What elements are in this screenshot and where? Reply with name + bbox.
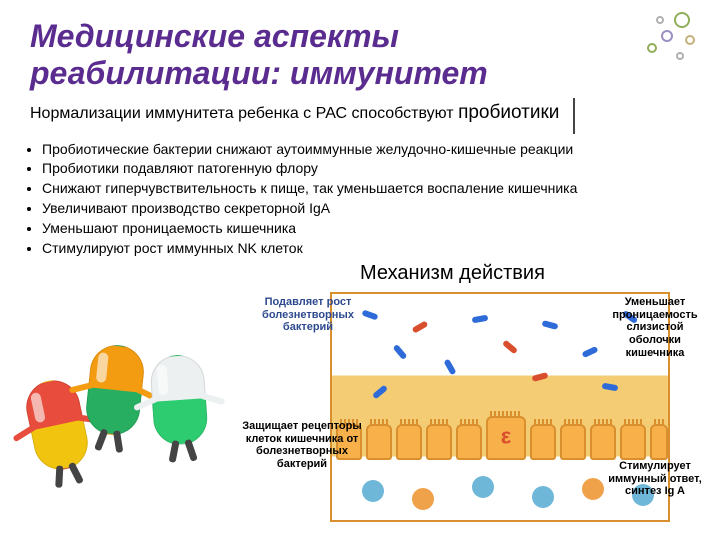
bacteria-icon (372, 385, 388, 400)
pill-icon (149, 353, 209, 447)
bacteria-icon (412, 320, 429, 333)
epithelium-row: ε (332, 430, 668, 460)
immune-cell-icon (362, 480, 384, 502)
immune-cell-icon (412, 488, 434, 510)
bacteria-icon (393, 344, 408, 360)
callout-top-left: Подавляет рост болезнетворных бактерий (248, 296, 368, 334)
bacteria-icon (602, 383, 619, 392)
subtitle-emphasis: пробиотики (458, 102, 559, 123)
callout-bottom-right: Стимулирует иммунный ответ, синтез Ig A (600, 460, 710, 498)
list-item: Пробиотические бактерии снижают аутоимму… (42, 140, 720, 159)
pill-icon (83, 342, 146, 437)
subtitle: Нормализации иммунитета ребенка с РАС сп… (12, 98, 575, 134)
list-item: Увеличивают производство секреторной IgA (42, 199, 720, 218)
title-line-2: реабилитации: иммунитет (30, 55, 488, 91)
callout-bottom-left: Защищает рецепторы клеток кишечника от б… (242, 420, 362, 471)
bacteria-icon (531, 372, 548, 382)
list-item: Стимулируют рост иммунных NK клеток (42, 239, 720, 258)
pills-illustration (30, 330, 240, 490)
list-item: Пробиотики подавляют патогенную флору (42, 159, 720, 178)
immune-cell-icon (472, 476, 494, 498)
bacteria-icon (502, 340, 518, 355)
list-item: Уменьшают проницаемость кишечника (42, 219, 720, 238)
lower-graphics: Механизм действия (0, 290, 720, 540)
decorative-dots (612, 8, 702, 78)
bacteria-icon (581, 346, 598, 358)
title-line-1: Медицинские аспекты (30, 18, 399, 54)
bullet-list: Пробиотические бактерии снижают аутоимму… (42, 140, 720, 258)
callout-top-right: Уменьшает проницаемость слизистой оболоч… (600, 296, 710, 359)
bacteria-icon (443, 359, 456, 376)
mechanism-title: Механизм действия (360, 262, 545, 285)
subtitle-prefix: Нормализации иммунитета ребенка с РАС сп… (30, 105, 458, 122)
bacteria-icon (541, 320, 558, 330)
bacteria-icon (472, 315, 489, 324)
immune-cell-icon (532, 486, 554, 508)
list-item: Снижают гиперчувствительность к пище, та… (42, 179, 720, 198)
